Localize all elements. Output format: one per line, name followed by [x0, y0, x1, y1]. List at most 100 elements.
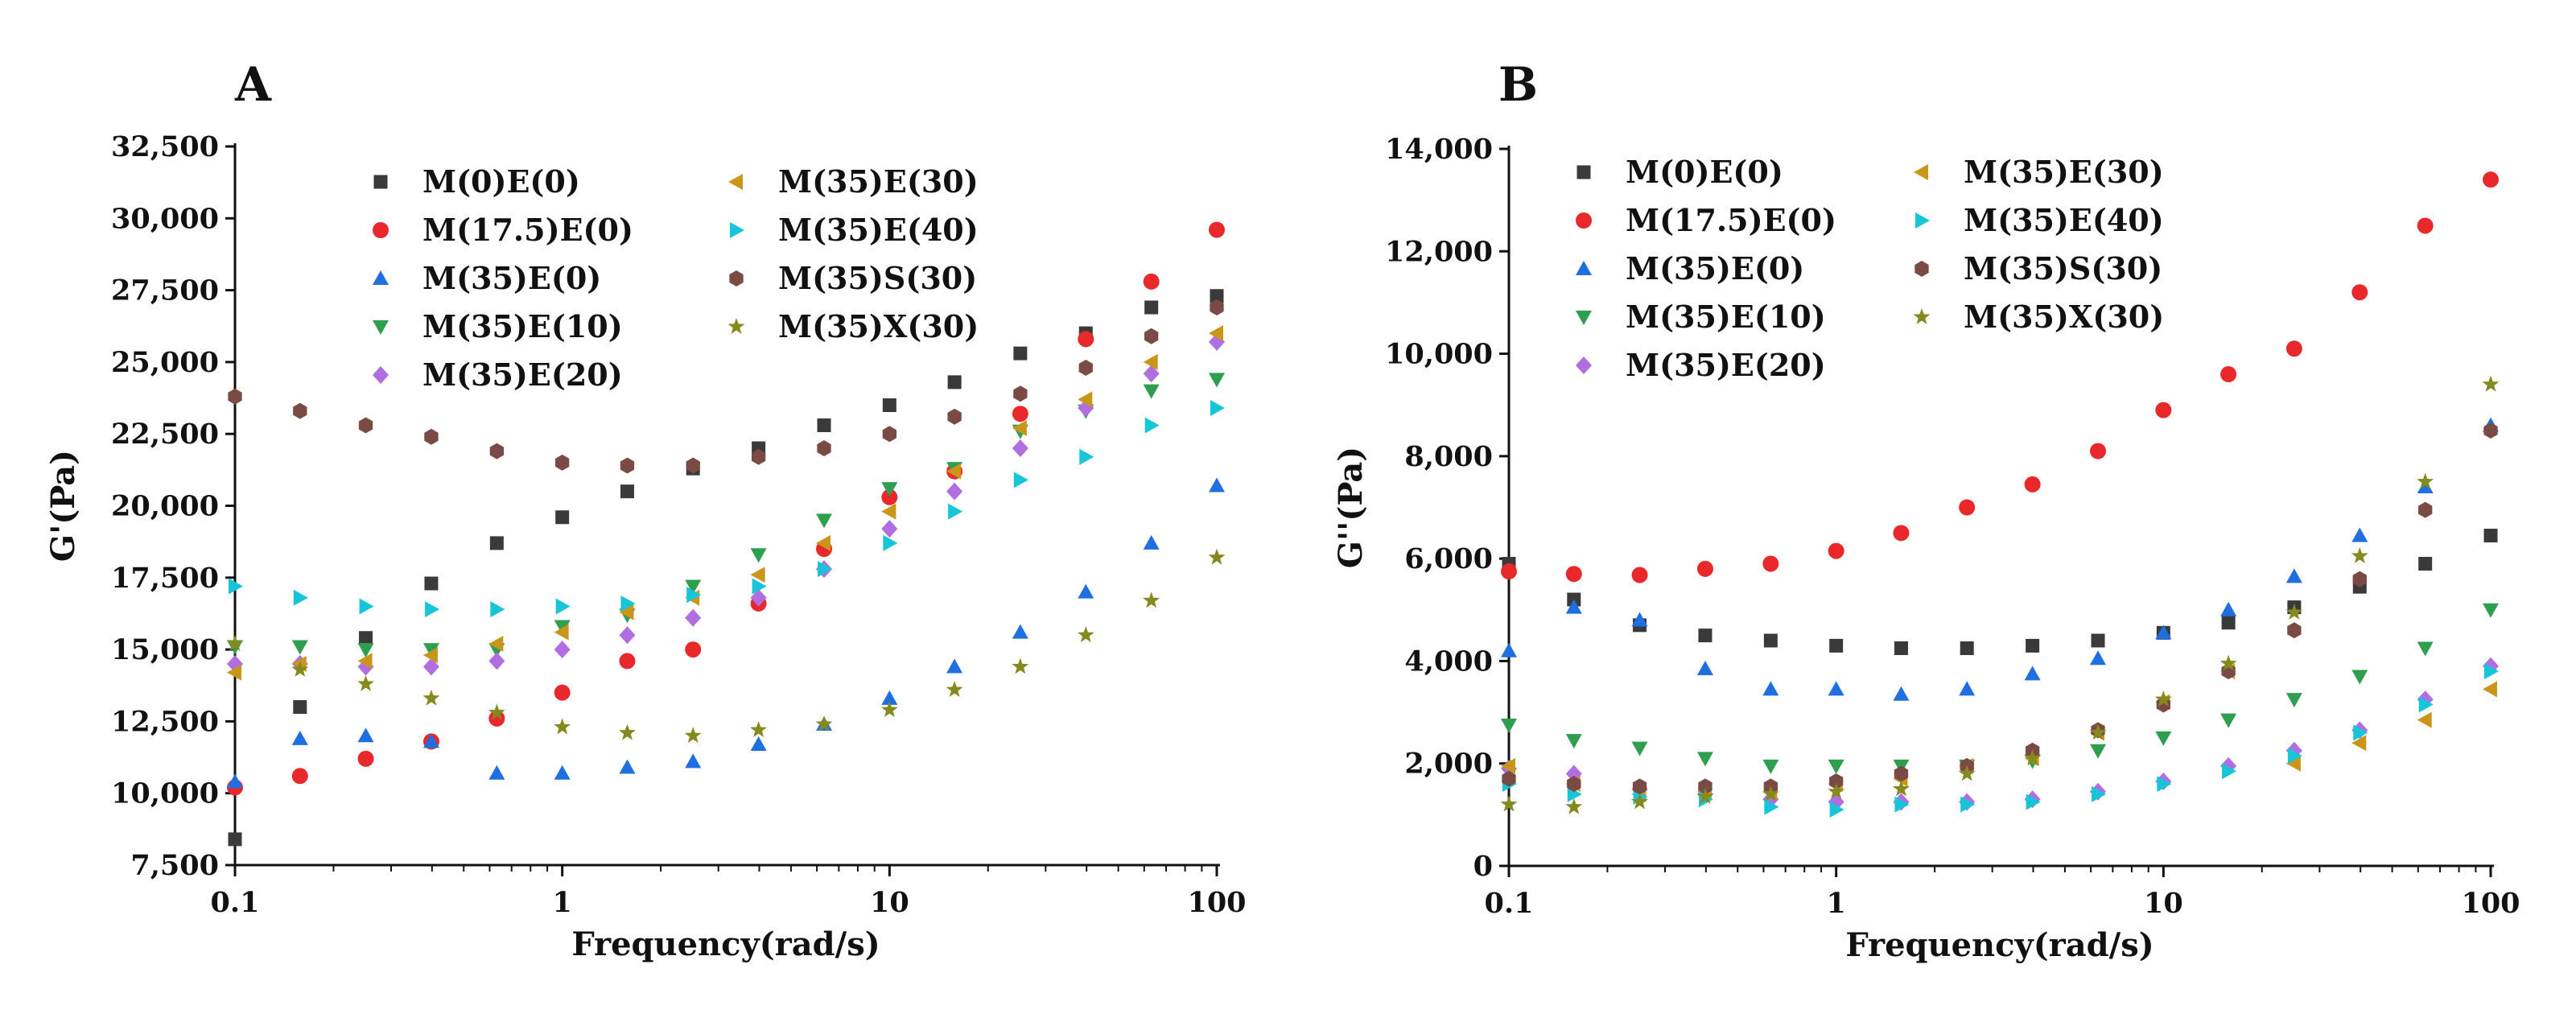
data-point [422, 643, 439, 658]
data-point [2351, 546, 2368, 563]
legend-marker [373, 320, 389, 335]
data-point [1012, 439, 1028, 458]
panel-b-chart: B 0 2,000 4,000 6,000 8,000 10,000 12,000 14,00… [1332, 57, 2520, 964]
data-point [291, 768, 308, 785]
data-point [1013, 472, 1028, 488]
data-point [2089, 723, 2107, 740]
data-point [2418, 557, 2433, 571]
legend-label: M(35)E(30) [778, 163, 979, 200]
data-point [1012, 657, 1029, 674]
data-point [357, 653, 373, 670]
data-point [490, 601, 505, 618]
data-point [1828, 782, 1845, 799]
data-point [2285, 340, 2302, 357]
data-point [2285, 568, 2302, 583]
data-point [2157, 776, 2172, 793]
data-point [227, 773, 243, 789]
data-point [1501, 563, 1517, 580]
data-point [2483, 529, 2498, 543]
data-point [947, 375, 962, 389]
data-point [880, 701, 898, 718]
data-point [881, 690, 898, 705]
data-point [554, 684, 571, 701]
legend-marker [1577, 165, 1591, 179]
data-point [1501, 642, 1517, 657]
data-point [1892, 780, 1910, 797]
data-point [1079, 448, 1094, 465]
data-point [882, 398, 896, 412]
data-point [2483, 422, 2498, 439]
data-point [620, 484, 634, 499]
data-point [882, 426, 896, 443]
data-point [1078, 360, 1093, 377]
data-point [1828, 681, 1844, 696]
data-point [1078, 583, 1094, 599]
data-point [1501, 718, 1517, 733]
data-point [684, 727, 702, 744]
data-point [685, 608, 702, 627]
data-point [1565, 734, 1582, 749]
data-point [488, 635, 504, 652]
data-point [948, 503, 963, 520]
data-point [881, 488, 898, 505]
legend-label: M(35)E(20) [422, 357, 623, 393]
data-point [2155, 731, 2172, 746]
panel-a-series-m-0-e-0 [228, 289, 1224, 847]
data-point [2090, 650, 2107, 666]
panel-b-x-tick-label: 10 [2144, 887, 2183, 920]
data-point [227, 664, 241, 681]
data-point [1013, 385, 1028, 402]
data-point [1502, 770, 1516, 787]
data-point [293, 402, 307, 419]
legend-label: M(35)E(10) [422, 308, 623, 344]
data-point [2483, 603, 2499, 618]
legend-label: M(35)E(20) [1626, 347, 1826, 383]
panel-a-series-m-35-e-0 [227, 477, 1225, 789]
data-point [816, 534, 831, 551]
panel-a-x-tick-label: 1 [552, 886, 571, 919]
data-point [619, 653, 636, 670]
data-point [1144, 300, 1159, 315]
data-point [1829, 801, 1844, 818]
legend-marker [1914, 164, 1928, 180]
panel-b-y-tick-label: 8,000 [1404, 440, 1493, 473]
data-point [1501, 757, 1515, 774]
data-point [489, 443, 505, 460]
data-point [1208, 548, 1226, 565]
data-point [2353, 724, 2368, 741]
legend-marker [1914, 261, 1929, 277]
data-point [2090, 443, 2107, 460]
data-point [1764, 798, 1779, 815]
data-point [619, 626, 636, 645]
data-point [1894, 765, 1909, 782]
data-point [1763, 633, 1778, 648]
data-point [2220, 713, 2237, 728]
data-point [1696, 788, 1714, 804]
panel-a-series-m-35-e-30 [227, 325, 1223, 681]
data-point [1143, 384, 1160, 399]
data-point [228, 832, 242, 847]
panel-a-series-m-35-e-40 [229, 400, 1225, 618]
panel-b-y-tick-label: 4,000 [1404, 645, 1493, 678]
data-point [488, 710, 505, 727]
data-point [2417, 217, 2434, 234]
panel-a-chart: A 7,500 10,000 12,500 15,000 17,500 20,000 22,… [44, 57, 1247, 963]
panel-b-y-tick-label: 0 [1473, 850, 1493, 883]
data-point [817, 440, 831, 457]
data-point [555, 454, 570, 471]
panel-b-y-tick-label: 12,000 [1385, 235, 1493, 268]
data-point [2222, 763, 2237, 780]
data-point [618, 723, 636, 740]
data-point [2026, 638, 2040, 653]
data-point [1567, 776, 1581, 793]
data-point [2483, 681, 2497, 698]
data-point [1631, 741, 1648, 756]
data-point [1762, 759, 1779, 774]
data-point [2026, 793, 2041, 810]
data-point [1077, 626, 1094, 643]
data-point [1631, 567, 1648, 583]
panel-a-y-tick-label: 25,000 [111, 346, 219, 379]
data-point [1893, 686, 1910, 701]
data-point [488, 765, 505, 780]
